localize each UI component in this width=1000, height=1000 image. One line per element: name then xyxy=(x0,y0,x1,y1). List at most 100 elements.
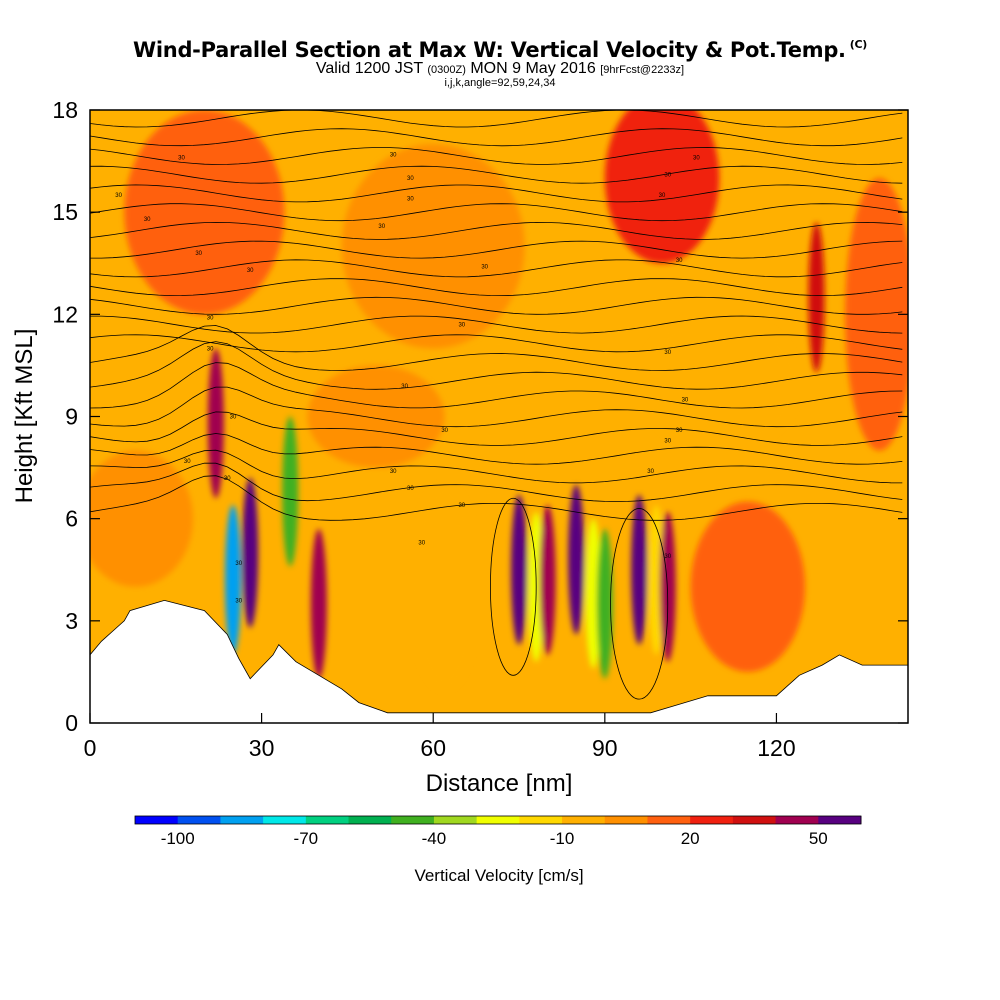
colorbar-tick-label: -100 xyxy=(161,829,195,848)
contour-label: 30 xyxy=(235,561,242,567)
colorbar-swatch xyxy=(519,816,563,824)
theta-contour xyxy=(90,221,903,240)
colorbar-swatch xyxy=(818,816,862,824)
contour-label: 30 xyxy=(407,176,414,182)
x-axis: 0 30 60 90 120 xyxy=(84,713,796,761)
colorbar-swatch xyxy=(476,816,520,824)
velocity-cell xyxy=(568,484,585,635)
contour-label: 30 xyxy=(676,428,683,434)
colorbar: -100 -70 -40 -10 20 50 xyxy=(134,815,862,848)
chart-subtitle: Valid 1200 JST (0300Z) MON 9 May 2016 [9… xyxy=(315,60,685,77)
colorbar-tick-label: 50 xyxy=(809,829,828,848)
contour-label: 30 xyxy=(458,503,465,509)
colorbar-swatch xyxy=(690,816,734,824)
theta-contour xyxy=(90,165,903,184)
contour-label: 30 xyxy=(178,156,185,162)
contour-label: 30 xyxy=(418,541,425,547)
contour-label: 30 xyxy=(664,438,671,444)
y-tick-label: 6 xyxy=(65,506,78,532)
colorbar-swatch xyxy=(177,816,221,824)
colorbar-swatch xyxy=(433,816,478,824)
contour-label: 30 xyxy=(401,384,408,390)
velocity-cell xyxy=(242,477,259,628)
theta-contour xyxy=(90,475,903,521)
velocity-cell xyxy=(596,528,613,679)
contour-label: 30 xyxy=(682,397,689,403)
velocity-cell xyxy=(224,505,242,655)
theta-contour xyxy=(90,334,903,353)
contour-label: 30 xyxy=(390,152,397,158)
colorbar-tick-label: -10 xyxy=(550,829,575,848)
x-axis-label: Distance [nm] xyxy=(426,770,573,797)
chart-subtitle-indices: i,j,k,angle=92,59,24,34 xyxy=(444,77,556,89)
contour-label: 30 xyxy=(207,346,214,352)
y-axis-label: Height [Kft MSL] xyxy=(11,329,38,504)
contour-label: 30 xyxy=(195,251,202,257)
theta-contour xyxy=(610,508,669,700)
velocity-cell xyxy=(282,416,299,567)
x-tick-label: 90 xyxy=(592,735,618,761)
contour-label: 30 xyxy=(664,173,671,179)
theta-contours: 30 30 30 30 30 30 30 30 30 30 30 30 30 30 30 30 30 30 30 30… xyxy=(90,110,903,700)
theta-contour xyxy=(90,184,903,203)
velocity-cell xyxy=(648,505,665,655)
colorbar-label: Vertical Velocity [cm/s] xyxy=(414,866,583,885)
contour-label: 30 xyxy=(458,323,465,329)
colorbar-swatch xyxy=(391,816,435,824)
colorbar-tick-label: 20 xyxy=(681,829,700,848)
y-tick-label: 15 xyxy=(52,199,78,225)
theta-contour xyxy=(90,449,903,484)
contour-label: 30 xyxy=(390,469,397,475)
velocity-field xyxy=(90,110,908,689)
contour-label: 30 xyxy=(235,598,242,604)
contour-label: 30 xyxy=(207,316,214,322)
contour-label: 30 xyxy=(659,193,666,199)
colorbar-swatch xyxy=(647,816,691,824)
colorbar-swatch xyxy=(604,816,648,824)
theta-contour xyxy=(90,325,903,371)
x-tick-label: 30 xyxy=(249,735,275,761)
velocity-cell xyxy=(639,314,800,451)
velocity-cell xyxy=(539,505,556,655)
theta-contour xyxy=(90,386,903,428)
velocity-cell xyxy=(631,494,648,645)
velocity-cell xyxy=(511,494,528,645)
theta-contour xyxy=(90,362,903,409)
theta-contour xyxy=(90,147,903,165)
colorbar-swatch xyxy=(775,816,819,824)
theta-contour xyxy=(90,278,903,297)
contour-label: 30 xyxy=(676,258,683,264)
y-axis: 0 3 6 9 12 15 18 xyxy=(52,97,908,736)
contour-label: 30 xyxy=(664,554,671,560)
contour-label: 30 xyxy=(378,224,385,230)
theta-contour xyxy=(90,259,903,278)
contour-label: 30 xyxy=(407,197,414,203)
velocity-cell xyxy=(690,501,806,672)
velocity-cell xyxy=(410,484,479,689)
colorbar-tick-label: -40 xyxy=(422,829,447,848)
contour-label: 30 xyxy=(647,469,654,475)
colorbar-swatch xyxy=(263,816,307,824)
velocity-cell xyxy=(341,144,525,349)
velocity-cell xyxy=(207,348,224,499)
plot-area: 30 30 30 30 30 30 30 30 30 30 30 30 30 30 30 30 30 30 30 30… xyxy=(90,110,908,723)
y-tick-label: 18 xyxy=(52,97,78,123)
velocity-cell xyxy=(124,110,285,315)
chart-title: Wind-Parallel Section at Max W: Vertical… xyxy=(133,38,867,62)
colorbar-frame xyxy=(134,815,862,825)
colorbar-swatch xyxy=(135,816,179,824)
colorbar-swatch xyxy=(348,816,392,824)
x-tick-label: 60 xyxy=(420,735,446,761)
contour-label: 30 xyxy=(115,193,122,199)
contour-label: 30 xyxy=(664,350,671,356)
theta-contour xyxy=(490,497,537,676)
y-tick-label: 3 xyxy=(65,608,78,634)
colorbar-tick-label: -70 xyxy=(294,829,319,848)
colorbar-swatch xyxy=(732,816,777,824)
theta-contour xyxy=(90,240,903,259)
theta-contour xyxy=(90,296,903,315)
contour-label: 30 xyxy=(184,459,191,465)
theta-contour xyxy=(90,110,903,128)
contour-label: 30 xyxy=(247,268,254,274)
